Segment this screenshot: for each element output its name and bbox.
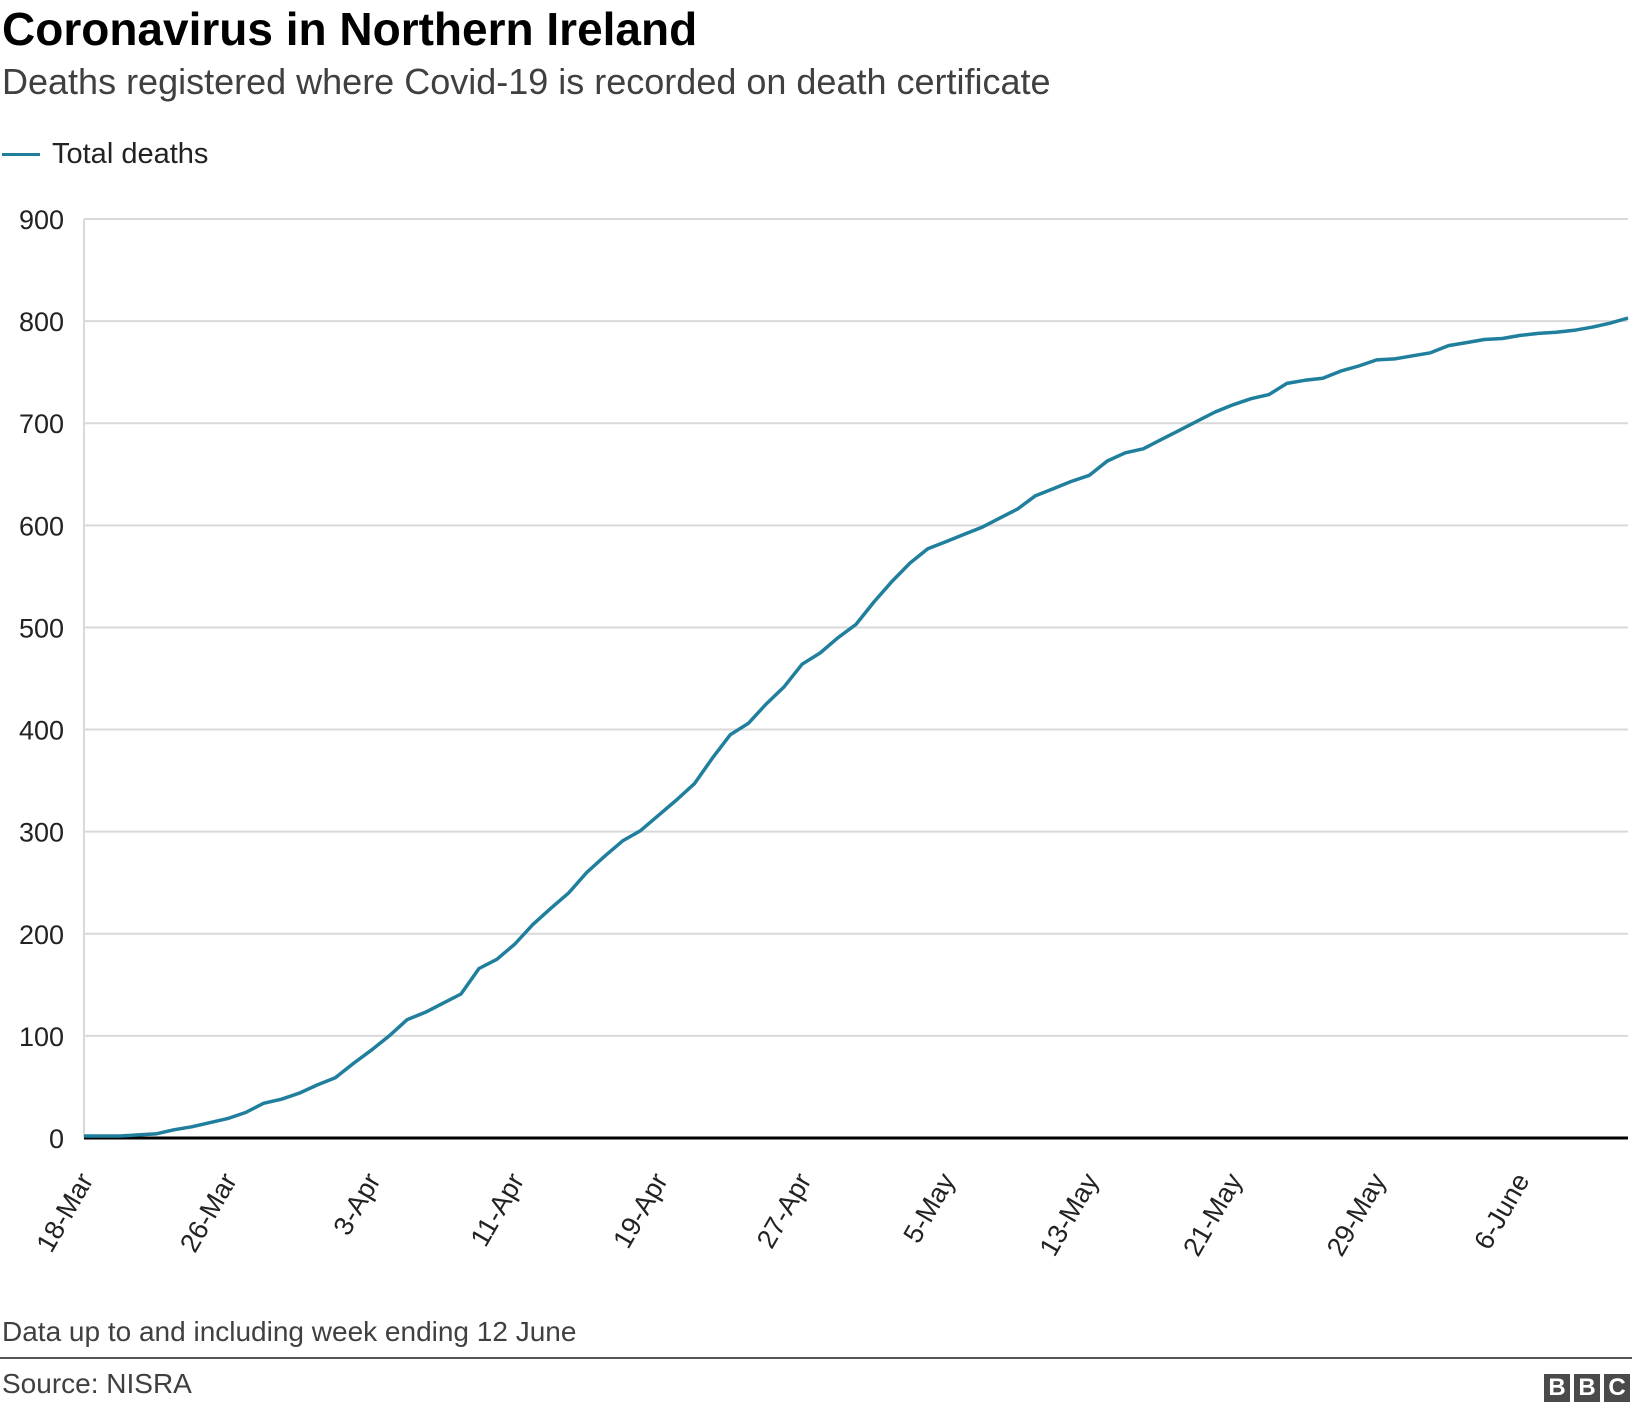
y-tick-label-600: 600 [19,511,64,541]
series-line-total-deaths [84,316,1629,1138]
gridlines [83,218,1628,1138]
x-tick-label-21-may: 21-May [1177,1168,1248,1261]
y-tick-label-800: 800 [19,307,64,337]
y-tick-label-300: 300 [19,818,64,848]
y-tick-label-900: 900 [19,205,64,235]
bbc-logo-letter-2: B [1574,1374,1600,1402]
x-tick-label-6-june: 6-June [1468,1168,1535,1255]
legend-swatch-total-deaths [2,152,40,156]
y-tick-label-200: 200 [19,920,64,950]
legend-label-total-deaths: Total deaths [52,137,209,170]
x-tick-label-19-apr: 19-Apr [607,1168,674,1253]
y-tick-label-700: 700 [19,409,64,439]
y-tick-label-500: 500 [19,613,64,643]
y-tick-label-400: 400 [19,716,64,746]
x-tick-label-5-may: 5-May [897,1168,961,1248]
y-axis-tick-labels: 0 100 200 300 400 500 600 700 800 900 [19,205,64,1154]
footnote: Data up to and including week ending 12 … [2,1316,577,1347]
y-tick-label-100: 100 [19,1022,64,1052]
bbc-logo-letter-3: C [1604,1374,1630,1402]
x-tick-label-13-may: 13-May [1034,1168,1105,1261]
legend: Total deaths [2,134,208,174]
chart-subtitle: Deaths registered where Covid-19 is reco… [2,61,1051,102]
bbc-logo: B B C [1544,1374,1630,1402]
x-tick-label-27-apr: 27-Apr [751,1168,818,1253]
x-tick-label-29-may: 29-May [1321,1168,1392,1261]
x-tick-label-11-apr: 11-Apr [465,1168,531,1251]
chart-title: Coronavirus in Northern Ireland [2,3,698,55]
source-credit: Source: NISRA [2,1368,192,1399]
y-tick-label-0: 0 [49,1124,64,1154]
line-chart: 0 100 200 300 400 500 600 700 800 900 18-Mar 26-Ma… [19,205,1629,1261]
x-axis-tick-labels: 18-Mar 26-Mar 3-Apr 11-Apr 19-Apr 27-Apr 5-May… [30,1168,1535,1261]
x-tick-label-26-mar: 26-Mar [174,1168,243,1257]
x-tick-label-3-apr: 3-Apr [327,1168,386,1240]
footer-divider [0,1357,1632,1359]
bbc-logo-letter-1: B [1544,1374,1570,1402]
x-tick-label-18-mar: 18-Mar [30,1168,99,1257]
